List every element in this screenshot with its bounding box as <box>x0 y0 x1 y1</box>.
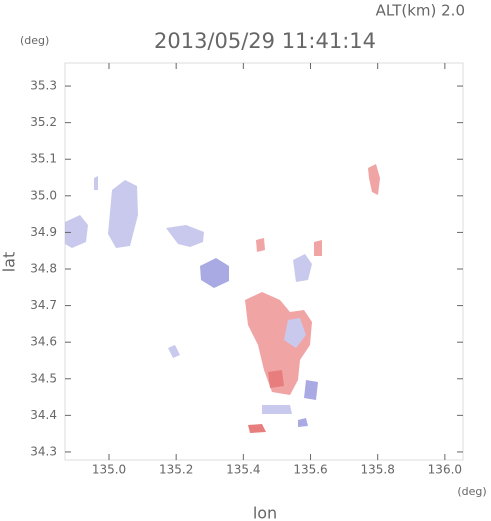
echo <box>284 318 306 348</box>
y-tick-label: 35.3 <box>30 79 57 93</box>
y-tick-label: 34.3 <box>30 444 57 458</box>
y-tick-label: 34.6 <box>30 335 57 349</box>
x-axis-label: lon <box>253 504 277 521</box>
subtitle: ALT(km) 2.0 <box>376 2 465 20</box>
x-tick-label: 135.0 <box>92 463 126 477</box>
y-tick-label: 34.9 <box>30 225 57 239</box>
echo <box>368 164 380 195</box>
x-tick-label: 135.2 <box>159 463 193 477</box>
plot-frame <box>64 62 464 461</box>
echo <box>166 225 204 247</box>
echo <box>168 345 180 358</box>
x-tick-label: 135.6 <box>293 463 327 477</box>
echo <box>245 292 312 395</box>
echo <box>248 424 266 433</box>
y-axis-label: lat <box>0 252 19 273</box>
x-tick-label: 135.4 <box>226 463 260 477</box>
y-tick-label: 35.0 <box>30 188 57 202</box>
echo <box>256 238 265 252</box>
echo <box>314 240 322 256</box>
y-tick-label: 34.8 <box>30 262 57 276</box>
echo <box>304 380 318 400</box>
y-tick-label: 34.5 <box>30 371 57 385</box>
chart-title: 2013/05/29 11:41:14 <box>154 29 376 53</box>
echo <box>200 258 229 288</box>
y-tick-label: 34.7 <box>30 298 57 312</box>
y-tick-label: 35.1 <box>30 152 57 166</box>
y-tick-label: 34.4 <box>30 408 57 422</box>
echo <box>94 176 98 190</box>
y-tick-label: 35.2 <box>30 115 57 129</box>
echo <box>262 405 292 414</box>
echo <box>268 370 284 388</box>
echo <box>65 215 88 248</box>
x-tick-label: 135.8 <box>361 463 395 477</box>
x-tick-label: 136.0 <box>428 463 462 477</box>
echo <box>108 180 138 248</box>
echoes <box>65 164 380 433</box>
x-unit: (deg) <box>457 485 486 498</box>
y-unit: (deg) <box>20 34 49 47</box>
echo <box>293 254 312 282</box>
echo <box>298 418 308 427</box>
